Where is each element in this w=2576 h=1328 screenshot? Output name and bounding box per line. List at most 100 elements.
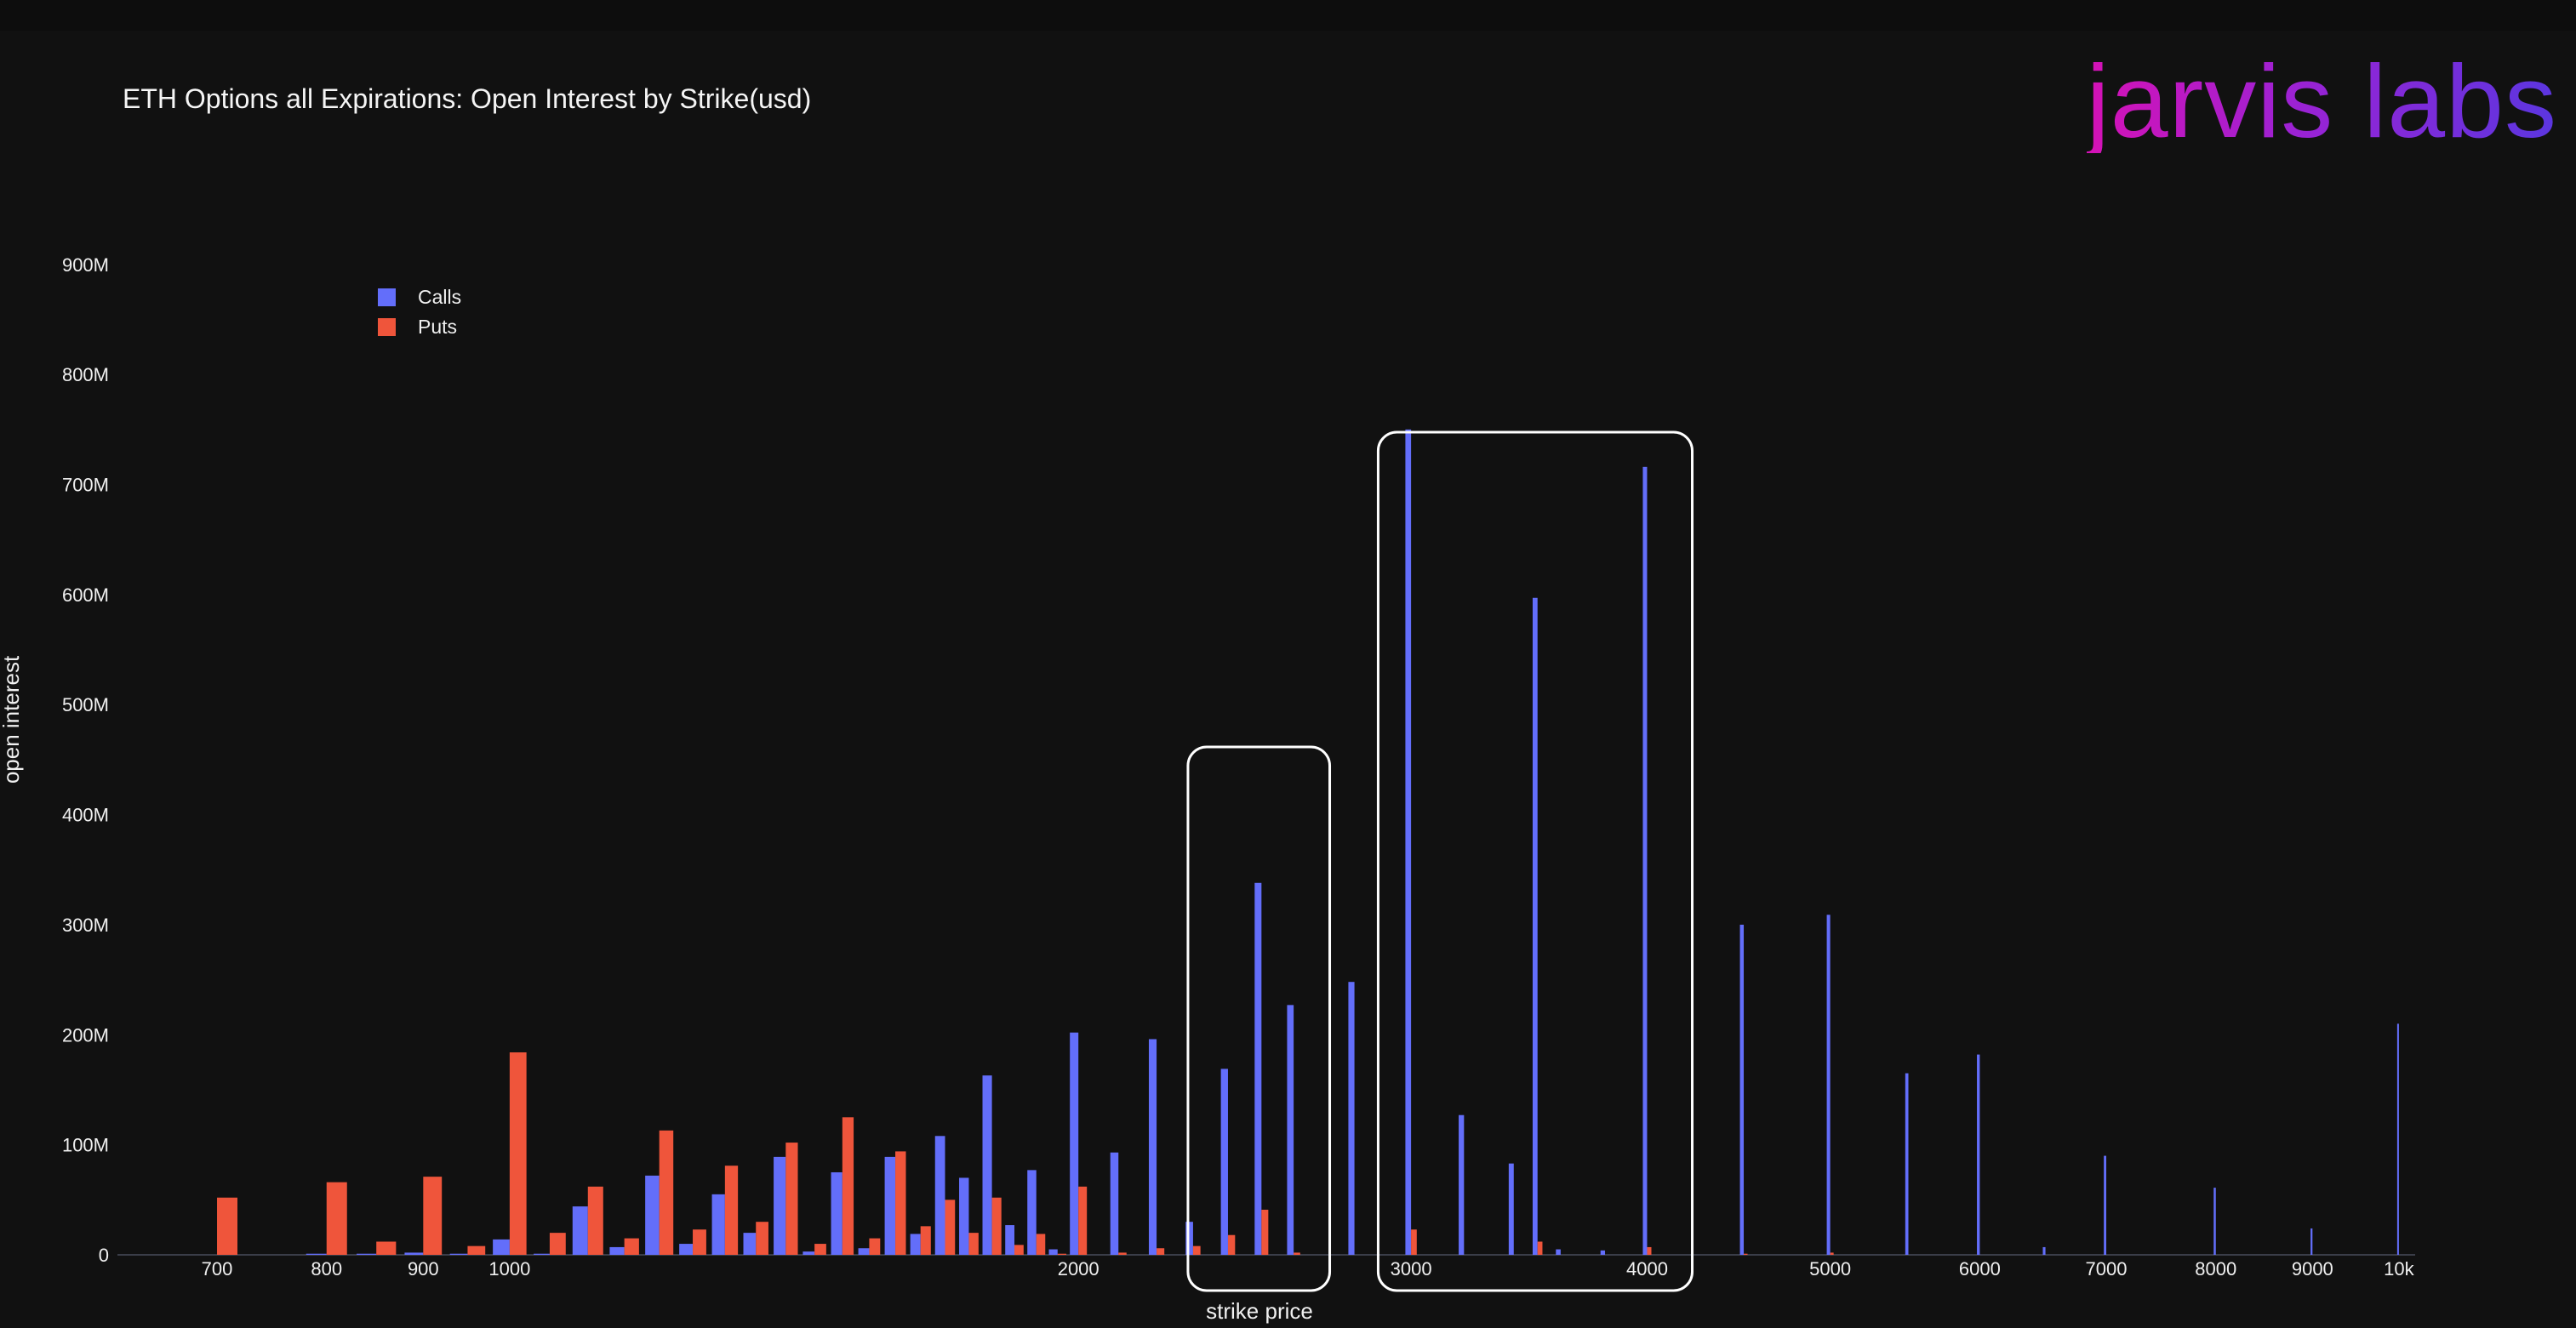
x-tick-label: 5000 (1809, 1258, 1851, 1280)
calls-bar (2104, 1155, 2107, 1255)
calls-bar (1048, 1249, 1058, 1255)
y-tick-label: 200M (62, 1024, 109, 1046)
legend-label-puts: Puts (418, 316, 458, 338)
calls-swatch (378, 288, 396, 306)
calls-bar (1405, 429, 1412, 1255)
puts-bar (624, 1238, 639, 1255)
x-tick-label: 2000 (1058, 1258, 1100, 1280)
puts-bar (1227, 1234, 1236, 1255)
calls-bar (1027, 1170, 1037, 1255)
x-tick-label: 6000 (1959, 1258, 2001, 1280)
calls-bar (1148, 1039, 1157, 1255)
calls-bar (449, 1253, 468, 1255)
chart-legend[interactable]: Calls Puts (378, 282, 461, 342)
calls-bar (1977, 1054, 1980, 1255)
legend-item-puts[interactable]: Puts (378, 312, 461, 342)
calls-bar (982, 1075, 992, 1255)
calls-bar (1070, 1032, 1079, 1255)
puts-bar (1036, 1234, 1046, 1255)
x-axis-title: strike price (1206, 1298, 1313, 1324)
x-tick-label: 700 (202, 1258, 233, 1280)
calls-bar (2042, 1246, 2046, 1255)
y-axis-title: open interest (0, 655, 24, 784)
calls-bar (1110, 1152, 1119, 1255)
puts-bar (1078, 1186, 1088, 1255)
x-tick-label: 900 (408, 1258, 439, 1280)
calls-bar (493, 1239, 510, 1255)
puts-bar (1537, 1241, 1543, 1255)
calls-bar (1642, 466, 1648, 1255)
puts-bar (509, 1052, 527, 1255)
calls-bar (404, 1252, 424, 1255)
puts-swatch (378, 318, 396, 336)
calls-bar (910, 1234, 921, 1255)
puts-bar (785, 1143, 798, 1255)
puts-bar (1192, 1245, 1201, 1255)
calls-bar (645, 1175, 660, 1255)
puts-bar (756, 1222, 768, 1255)
puts-bar (1261, 1209, 1269, 1255)
calls-bar (1254, 882, 1262, 1255)
puts-bar (1744, 1253, 1748, 1255)
puts-bar (945, 1200, 956, 1255)
calls-bar (357, 1253, 377, 1255)
calls-bar (1287, 1005, 1294, 1255)
calls-bar (2396, 1023, 2399, 1255)
calls-bar (1005, 1225, 1015, 1255)
x-tick-label: 7000 (2086, 1258, 2128, 1280)
puts-bar (1157, 1248, 1165, 1255)
puts-bar (842, 1117, 854, 1255)
x-tick-label: 9000 (2292, 1258, 2333, 1280)
y-tick-label: 400M (62, 805, 109, 826)
puts-bar (1014, 1245, 1024, 1255)
y-tick-label: 700M (62, 475, 109, 496)
puts-bar (1830, 1252, 1834, 1255)
puts-bar (869, 1238, 881, 1255)
calls-bar (1508, 1163, 1514, 1255)
calls-bar (743, 1233, 757, 1255)
puts-bar (814, 1244, 826, 1255)
puts-bar (217, 1197, 238, 1255)
calls-bar (858, 1248, 870, 1255)
puts-bar (920, 1226, 931, 1255)
calls-bar (1905, 1073, 1909, 1255)
puts-bar (895, 1151, 906, 1255)
calls-bar (2213, 1188, 2216, 1255)
legend-item-calls[interactable]: Calls (378, 282, 461, 312)
x-tick-label: 800 (311, 1258, 342, 1280)
calls-bar (609, 1246, 625, 1255)
x-tick-label: 8000 (2195, 1258, 2236, 1280)
puts-bar (659, 1130, 674, 1255)
y-tick-label: 100M (62, 1135, 109, 1156)
legend-label-calls: Calls (418, 286, 462, 308)
calls-bar (774, 1156, 786, 1255)
calls-bar (1600, 1250, 1606, 1255)
calls-bar (1459, 1114, 1465, 1255)
calls-bar (306, 1253, 327, 1255)
calls-bar (534, 1253, 550, 1255)
puts-bar (376, 1241, 397, 1255)
calls-bar (884, 1156, 896, 1255)
calls-bar (1185, 1222, 1193, 1255)
puts-bar (587, 1186, 603, 1255)
calls-bar (1826, 915, 1831, 1255)
calls-bar (1556, 1249, 1561, 1255)
chart-title: ETH Options all Expirations: Open Intere… (123, 83, 812, 114)
calls-bar (1220, 1069, 1228, 1255)
puts-bar (326, 1182, 347, 1255)
y-tick-label: 0 (99, 1245, 109, 1266)
puts-bar (1294, 1252, 1300, 1255)
puts-bar (724, 1166, 739, 1255)
puts-bar (968, 1233, 979, 1255)
calls-bar (1532, 597, 1538, 1255)
calls-bar (2310, 1228, 2313, 1255)
puts-bar (1411, 1229, 1417, 1255)
calls-bar (572, 1206, 588, 1255)
calls-bar (934, 1136, 945, 1255)
calls-bar (959, 1177, 969, 1255)
jarvis-labs-logo: jarvis labs (2086, 43, 2557, 159)
top-bar (0, 0, 2576, 31)
puts-bar (991, 1197, 1002, 1255)
puts-bar (1057, 1253, 1067, 1255)
